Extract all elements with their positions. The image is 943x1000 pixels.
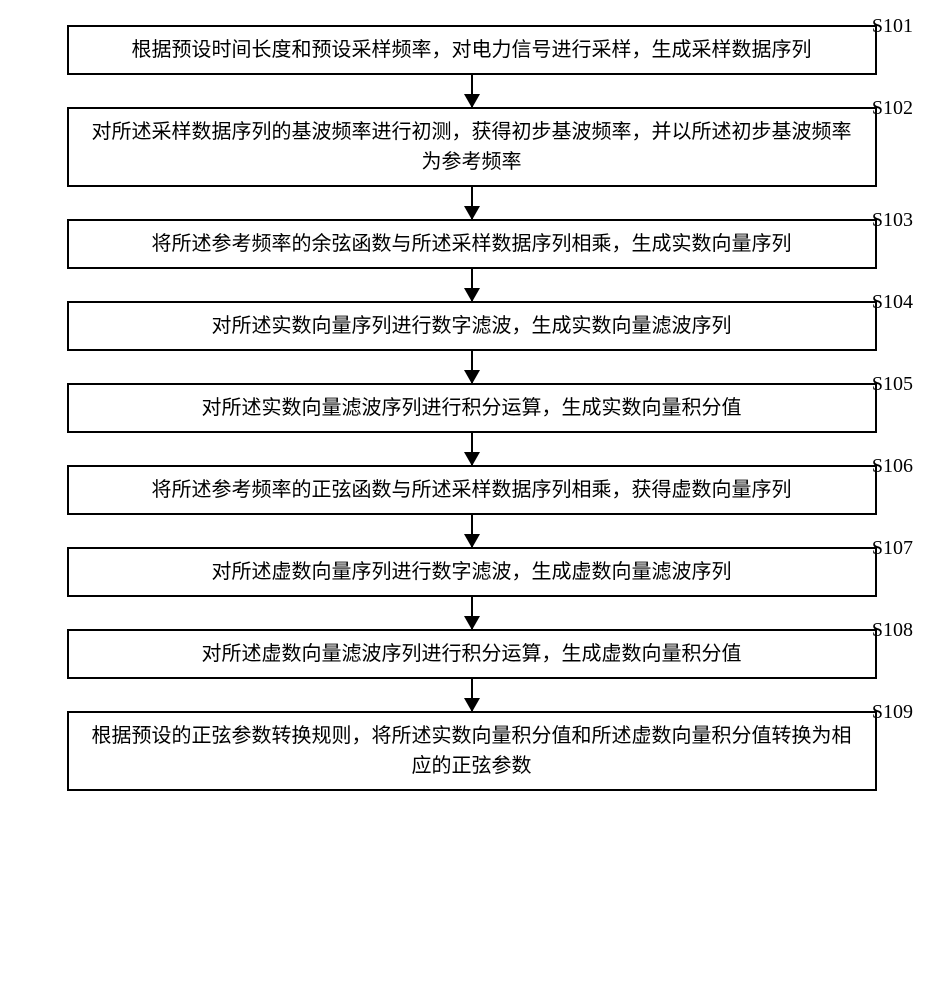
flowchart-container: S101 根据预设时间长度和预设采样频率，对电力信号进行采样，生成采样数据序列 … [0, 25, 943, 791]
step-box-s108: 对所述虚数向量滤波序列进行积分运算，生成虚数向量积分值 [67, 629, 877, 679]
step-text: 对所述实数向量滤波序列进行积分运算，生成实数向量积分值 [202, 393, 742, 423]
step-label: S109 [872, 701, 913, 724]
step-row: S108 对所述虚数向量滤波序列进行积分运算，生成虚数向量积分值 [0, 629, 943, 679]
step-label: S104 [872, 291, 913, 314]
arrow-icon [471, 597, 473, 629]
step-label: S102 [872, 97, 913, 120]
step-text: 对所述采样数据序列的基波频率进行初测，获得初步基波频率，并以所述初步基波频率为参… [89, 117, 855, 177]
arrow-icon [471, 187, 473, 219]
step-text: 将所述参考频率的正弦函数与所述采样数据序列相乘，获得虚数向量序列 [152, 475, 792, 505]
step-row: S101 根据预设时间长度和预设采样频率，对电力信号进行采样，生成采样数据序列 [0, 25, 943, 75]
step-label: S103 [872, 209, 913, 232]
step-row: S102 对所述采样数据序列的基波频率进行初测，获得初步基波频率，并以所述初步基… [0, 107, 943, 187]
step-text: 对所述虚数向量序列进行数字滤波，生成虚数向量滤波序列 [212, 557, 732, 587]
step-box-s102: 对所述采样数据序列的基波频率进行初测，获得初步基波频率，并以所述初步基波频率为参… [67, 107, 877, 187]
step-box-s101: 根据预设时间长度和预设采样频率，对电力信号进行采样，生成采样数据序列 [67, 25, 877, 75]
step-box-s103: 将所述参考频率的余弦函数与所述采样数据序列相乘，生成实数向量序列 [67, 219, 877, 269]
step-box-s105: 对所述实数向量滤波序列进行积分运算，生成实数向量积分值 [67, 383, 877, 433]
step-row: S103 将所述参考频率的余弦函数与所述采样数据序列相乘，生成实数向量序列 [0, 219, 943, 269]
step-row: S105 对所述实数向量滤波序列进行积分运算，生成实数向量积分值 [0, 383, 943, 433]
step-row: S109 根据预设的正弦参数转换规则，将所述实数向量积分值和所述虚数向量积分值转… [0, 711, 943, 791]
arrow-icon [471, 679, 473, 711]
arrow-icon [471, 351, 473, 383]
arrow-icon [471, 433, 473, 465]
step-label: S106 [872, 455, 913, 478]
arrow-icon [471, 75, 473, 107]
step-box-s106: 将所述参考频率的正弦函数与所述采样数据序列相乘，获得虚数向量序列 [67, 465, 877, 515]
arrow-icon [471, 269, 473, 301]
step-label: S101 [872, 15, 913, 38]
step-row: S107 对所述虚数向量序列进行数字滤波，生成虚数向量滤波序列 [0, 547, 943, 597]
step-label: S105 [872, 373, 913, 396]
step-row: S104 对所述实数向量序列进行数字滤波，生成实数向量滤波序列 [0, 301, 943, 351]
step-box-s107: 对所述虚数向量序列进行数字滤波，生成虚数向量滤波序列 [67, 547, 877, 597]
step-row: S106 将所述参考频率的正弦函数与所述采样数据序列相乘，获得虚数向量序列 [0, 465, 943, 515]
step-label: S107 [872, 537, 913, 560]
step-box-s104: 对所述实数向量序列进行数字滤波，生成实数向量滤波序列 [67, 301, 877, 351]
step-text: 对所述虚数向量滤波序列进行积分运算，生成虚数向量积分值 [202, 639, 742, 669]
step-text: 根据预设的正弦参数转换规则，将所述实数向量积分值和所述虚数向量积分值转换为相应的… [89, 721, 855, 781]
step-text: 对所述实数向量序列进行数字滤波，生成实数向量滤波序列 [212, 311, 732, 341]
step-text: 根据预设时间长度和预设采样频率，对电力信号进行采样，生成采样数据序列 [132, 35, 812, 65]
step-text: 将所述参考频率的余弦函数与所述采样数据序列相乘，生成实数向量序列 [152, 229, 792, 259]
step-box-s109: 根据预设的正弦参数转换规则，将所述实数向量积分值和所述虚数向量积分值转换为相应的… [67, 711, 877, 791]
step-label: S108 [872, 619, 913, 642]
arrow-icon [471, 515, 473, 547]
